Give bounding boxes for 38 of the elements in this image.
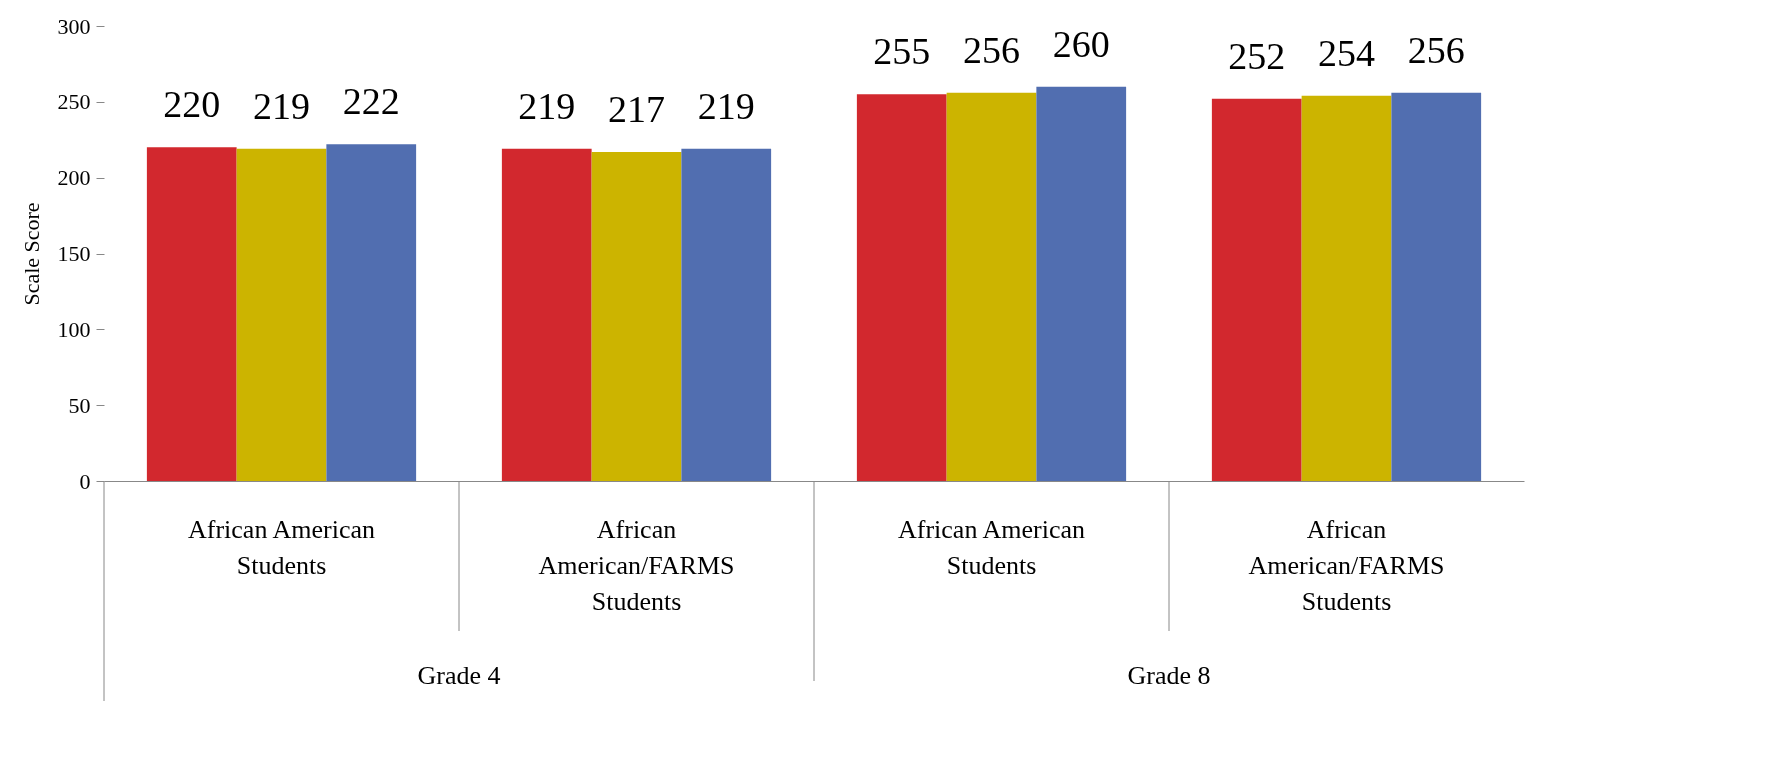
- data-label: 260: [1052, 22, 1110, 65]
- data-label: 255: [873, 30, 931, 73]
- y-tick-label: 50: [68, 392, 91, 418]
- x-tick-label: African American Students: [188, 514, 375, 580]
- bar: [681, 148, 772, 481]
- data-label: 220: [163, 83, 221, 126]
- y-tick-label: 200: [57, 165, 91, 191]
- data-label: 219: [253, 84, 310, 127]
- bar: [946, 92, 1037, 481]
- bar: [236, 148, 327, 481]
- y-axis-title: Scale Score: [18, 202, 44, 306]
- data-label: 222: [342, 80, 400, 123]
- data-label: 256: [1407, 28, 1465, 71]
- x-tick-label: African American/FARMS Students: [538, 514, 735, 616]
- bar: [501, 148, 592, 481]
- data-label: 256: [963, 28, 1020, 71]
- x-tick-label: African American Students: [898, 514, 1085, 580]
- y-tick-label: 100: [57, 316, 91, 342]
- bar: [1036, 86, 1127, 481]
- bar: [856, 94, 947, 481]
- y-tick-label: 0: [79, 468, 91, 494]
- bar: [1301, 95, 1392, 481]
- data-label: 219: [697, 84, 755, 127]
- y-tick-label: 300: [57, 13, 91, 39]
- bar: [1391, 92, 1482, 481]
- bar: [591, 151, 682, 481]
- data-label: 254: [1318, 31, 1375, 74]
- data-label: 219: [518, 84, 576, 127]
- text: Grade 8: [1127, 661, 1211, 690]
- y-tick-label: 250: [57, 89, 91, 115]
- bar: [1211, 98, 1302, 481]
- bar: [326, 144, 417, 481]
- data-label: 217: [608, 87, 665, 130]
- y-tick-label: 150: [57, 241, 91, 266]
- text: Grade 4: [417, 661, 501, 690]
- bar: [146, 147, 237, 481]
- x-tick-label: African American/FARMS Students: [1248, 514, 1445, 616]
- data-label: 252: [1228, 34, 1286, 77]
